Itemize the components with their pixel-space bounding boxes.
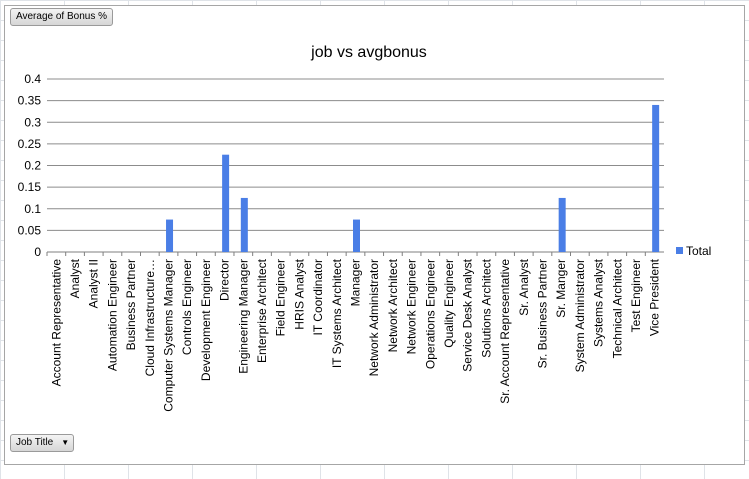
x-category-label: Sr. Manger bbox=[554, 259, 568, 318]
x-category-label: Manager bbox=[349, 259, 363, 306]
x-category-label: Computer Systems Manager bbox=[162, 259, 176, 412]
x-category-label: Analyst II bbox=[87, 259, 101, 308]
x-category-label: Business Partner bbox=[124, 259, 138, 350]
row-field-filter-button[interactable]: Job Title ▼ bbox=[10, 434, 75, 452]
y-axis-ticks: 0 0.05 0.1 0.15 0.2 0.25 0.3 0.35 0.4 bbox=[18, 72, 42, 259]
chart-area bbox=[4, 5, 745, 465]
x-category-label: Technical Architect bbox=[610, 258, 624, 358]
y-tick-label: 0 bbox=[34, 245, 41, 259]
x-category-label: Sr. Account Representative bbox=[498, 259, 512, 404]
x-category-label: Quality Engineer bbox=[442, 259, 456, 348]
x-category-label: Network Administrator bbox=[367, 259, 381, 376]
bars bbox=[166, 104, 660, 252]
dropdown-arrow-icon: ▼ bbox=[61, 438, 70, 447]
y-tick-label: 0.35 bbox=[18, 94, 42, 108]
y-tick-label: 0.2 bbox=[24, 159, 41, 173]
row-field-label: Job Title bbox=[16, 437, 54, 448]
legend-label-total: Total bbox=[686, 244, 711, 258]
bar bbox=[222, 154, 230, 252]
x-category-label: Service Desk Analyst bbox=[461, 258, 475, 371]
x-category-label: Analyst bbox=[68, 258, 82, 298]
x-category-label: Automation Engineer bbox=[105, 259, 119, 371]
x-category-label: Network Engineer bbox=[405, 259, 419, 354]
x-category-label: Controls Engineer bbox=[180, 259, 194, 355]
x-category-label: Solutions Architect bbox=[479, 258, 493, 357]
bar bbox=[353, 219, 360, 252]
y-tick-label: 0.1 bbox=[24, 202, 41, 216]
bar bbox=[652, 104, 660, 252]
x-category-label: Account Representative bbox=[49, 259, 63, 387]
y-tick-label: 0.15 bbox=[18, 180, 42, 194]
x-category-label: Systems Analyst bbox=[592, 258, 606, 347]
x-category-label: Cloud Infrastructure… bbox=[143, 259, 157, 376]
x-category-label: Director bbox=[218, 259, 232, 301]
x-category-label: Test Engineer bbox=[629, 259, 643, 332]
x-category-label: Field Engineer bbox=[274, 259, 288, 336]
bar bbox=[240, 197, 248, 252]
legend: Total bbox=[676, 244, 711, 258]
x-category-label: System Administrator bbox=[573, 259, 587, 372]
value-field-button[interactable]: Average of Bonus % bbox=[10, 8, 113, 26]
x-category-label: Network Architect bbox=[386, 258, 400, 352]
chart-title: job vs avgbonus bbox=[310, 44, 427, 61]
x-axis-labels: Account Representative Analyst Analyst II A… bbox=[46, 252, 662, 412]
x-category-label: Engineering Manager bbox=[236, 259, 250, 374]
y-tick-label: 0.05 bbox=[18, 223, 42, 237]
y-tick-label: 0.3 bbox=[24, 115, 41, 129]
legend-swatch-total bbox=[676, 247, 683, 254]
x-category-label: Operations Engineer bbox=[423, 259, 437, 369]
bar bbox=[166, 219, 174, 252]
y-tick-label: 0.4 bbox=[24, 72, 41, 86]
x-category-label: Development Engineer bbox=[199, 259, 213, 381]
x-category-label: Sr. Analyst bbox=[517, 258, 531, 315]
x-category-label: Vice President bbox=[648, 258, 662, 336]
x-category-label: Enterprise Architect bbox=[255, 258, 269, 363]
bar bbox=[558, 197, 566, 252]
y-tick-label: 0.25 bbox=[18, 137, 42, 151]
x-category-label: IT Coordinator bbox=[311, 259, 325, 335]
x-category-label: Sr. Business Partner bbox=[535, 259, 549, 368]
x-category-label: IT Systems Architect bbox=[330, 258, 344, 368]
x-category-label: HRIS Analyst bbox=[292, 258, 306, 329]
